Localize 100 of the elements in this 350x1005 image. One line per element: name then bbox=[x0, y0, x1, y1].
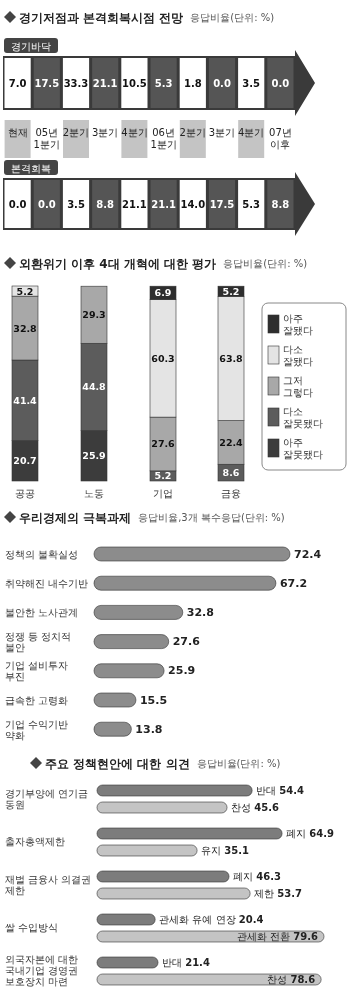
y-tick-label: 출자총액제한 bbox=[5, 836, 65, 847]
data-label: 72.4 bbox=[294, 547, 322, 561]
bar bbox=[96, 844, 198, 857]
data-label: 8.8 bbox=[96, 199, 115, 210]
data-label: 17.5 bbox=[209, 199, 235, 210]
data-label: 15.5 bbox=[139, 693, 168, 707]
bar bbox=[96, 801, 228, 814]
data-label: 8.6 bbox=[222, 467, 240, 479]
data-label: 5.3 bbox=[154, 78, 173, 89]
chart-subtitle: 응답비율(단위: %) bbox=[196, 758, 281, 769]
y-tick-label: 쌀 수입방식 bbox=[5, 922, 59, 933]
text: 경기저점과 본격회복시점 전망 bbox=[19, 11, 184, 25]
data-label: 41.4 bbox=[13, 394, 38, 406]
data-label: 0.0 bbox=[213, 78, 231, 89]
chart-title: 외환위기 이후 4대 개혁에 대한 평가 bbox=[19, 257, 217, 271]
data-label: 25.9 bbox=[82, 450, 106, 462]
data-label: 5.3 bbox=[242, 199, 261, 210]
y-tick-label: 불안한 노사관계 bbox=[5, 607, 79, 619]
data-label: 63.8 bbox=[219, 352, 244, 364]
data-label: 0.0 bbox=[37, 199, 56, 210]
data-label: 10.5 bbox=[122, 78, 147, 89]
x-tick-label: 금융 bbox=[221, 488, 241, 499]
y-tick-label: 급속한 고령화 bbox=[5, 695, 69, 706]
data-label: 반대 54.4 bbox=[256, 785, 305, 796]
data-label: 27.6 bbox=[172, 635, 201, 649]
chart-subtitle: 응답비율,3개 복수응답(단위: %) bbox=[138, 512, 285, 523]
chart-title: 우리경제의 극복과제 bbox=[19, 511, 132, 525]
bar bbox=[93, 663, 165, 679]
category-label: 05년 1분기 bbox=[33, 127, 60, 150]
bar bbox=[96, 956, 159, 969]
legend-label: 아주 잘됐다 bbox=[283, 313, 313, 336]
data-label: 0.0 bbox=[271, 78, 290, 89]
bar bbox=[93, 605, 184, 620]
data-label: 21.1 bbox=[92, 78, 118, 89]
data-label: 찬성 45.6 bbox=[231, 802, 279, 813]
data-label: 32.8 bbox=[13, 322, 38, 334]
y-tick-label: 외국자본에 대한 국내기업 경영권 보호장치 마련 bbox=[5, 954, 79, 987]
data-label: 17.5 bbox=[34, 78, 60, 89]
series-label: 본격회복 bbox=[11, 162, 51, 174]
bar bbox=[96, 784, 253, 797]
data-label: 27.6 bbox=[151, 438, 176, 450]
y-tick-label: 재벌 금융사 의결권 제한 bbox=[5, 873, 92, 896]
category-label: 4분기 bbox=[121, 127, 148, 138]
data-label: 관세화 전환 79.6 bbox=[236, 931, 319, 942]
category-label: 07년 이후 bbox=[269, 127, 292, 150]
category-label: 4분기 bbox=[238, 127, 265, 138]
legend-label: 다소 잘못됐다 bbox=[283, 406, 323, 429]
category-label: 3분기 bbox=[208, 127, 236, 138]
data-label: 22.4 bbox=[219, 436, 244, 448]
data-label: 13.8 bbox=[135, 722, 163, 736]
data-label: 5.2 bbox=[154, 470, 172, 482]
data-label: 25.9 bbox=[168, 664, 196, 678]
y-tick-label: 기업 설비투자 부진 bbox=[5, 660, 69, 683]
bar bbox=[93, 634, 170, 649]
data-label: 3.5 bbox=[242, 78, 261, 89]
data-label: 3.5 bbox=[67, 199, 85, 210]
data-label: 14.0 bbox=[180, 199, 206, 210]
data-label: 찬성 78.6 bbox=[267, 974, 316, 985]
legend-label: 아주 잘못됐다 bbox=[283, 437, 323, 460]
y-tick-label: 취약해진 내수기반 bbox=[5, 578, 89, 590]
x-tick-label: 공공 bbox=[15, 488, 35, 499]
data-label: 관세화 유예 연장 20.4 bbox=[159, 914, 264, 925]
y-tick-label: 정책의 불확실성 bbox=[5, 549, 79, 560]
data-label: 67.2 bbox=[279, 576, 308, 590]
x-tick-label: 기업 bbox=[153, 488, 173, 499]
bar bbox=[93, 692, 137, 708]
data-label: 32.8 bbox=[186, 605, 214, 619]
series-label: 경기바닥 bbox=[11, 40, 51, 52]
data-label: 33.3 bbox=[63, 78, 89, 89]
text: 응답비율(단위: %) bbox=[190, 12, 275, 23]
data-label: 유지 35.1 bbox=[201, 845, 249, 856]
data-label: 폐지 46.3 bbox=[233, 871, 281, 882]
data-label: 21.1 bbox=[122, 199, 147, 210]
category-label: 현재 bbox=[7, 127, 28, 138]
bar bbox=[93, 575, 277, 591]
data-label: 1.8 bbox=[183, 78, 202, 89]
data-label: 폐지 64.9 bbox=[286, 828, 334, 839]
data-label: 제한 53.7 bbox=[254, 888, 303, 899]
category-label: 2분기 bbox=[179, 127, 206, 138]
bar bbox=[96, 827, 283, 840]
data-label: 8.8 bbox=[271, 199, 290, 210]
bar bbox=[96, 887, 251, 900]
data-label: 반대 21.4 bbox=[162, 957, 210, 968]
bar bbox=[93, 721, 132, 737]
bar bbox=[96, 930, 325, 943]
data-label: 5.2 bbox=[16, 285, 34, 297]
chart-title: 주요 정책현안에 대한 의견 bbox=[45, 757, 190, 771]
category-label: 06년 1분기 bbox=[150, 127, 177, 150]
bar bbox=[96, 913, 156, 926]
category-label: 2분기 bbox=[62, 127, 90, 138]
data-label: 20.7 bbox=[13, 455, 37, 467]
chart-subtitle: 응답비율(단위: %) bbox=[223, 258, 308, 269]
legend-label: 다소 잘됐다 bbox=[283, 344, 313, 367]
legend-label: 그저 그렇다 bbox=[283, 375, 313, 398]
bar bbox=[96, 870, 230, 883]
y-tick-label: 정쟁 등 정치적 불안 bbox=[5, 631, 72, 654]
x-tick-label: 노동 bbox=[84, 488, 104, 499]
data-label: 5.2 bbox=[222, 285, 240, 297]
data-label: 21.1 bbox=[151, 199, 176, 210]
y-tick-label: 기업 수익기반 약화 bbox=[5, 718, 69, 741]
